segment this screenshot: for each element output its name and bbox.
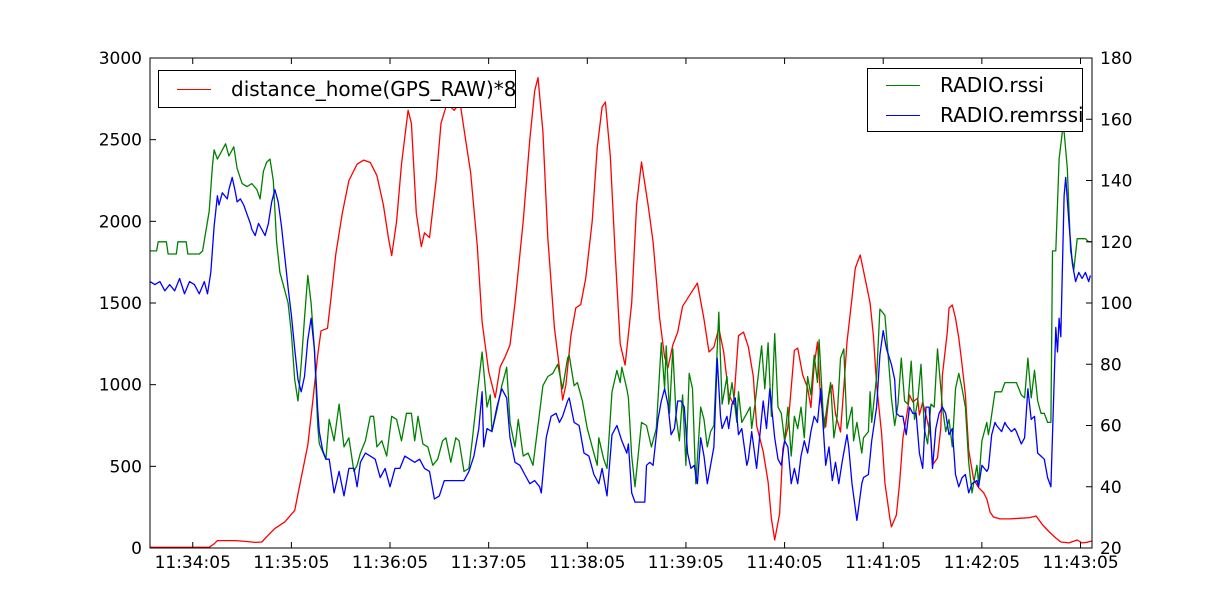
- x-tick-label: 11:35:05: [253, 553, 329, 573]
- y-left-tick-label: 1500: [99, 294, 142, 314]
- legend-distance: distance_home(GPS_RAW)*8: [158, 70, 516, 108]
- x-tick-label: 11:41:05: [845, 553, 921, 573]
- y-right-tick-label: 100: [1100, 294, 1132, 314]
- x-tick-label: 11:42:05: [944, 553, 1020, 573]
- series-line-distance-home-gps-raw-8: [150, 76, 1092, 548]
- y-left-tick-label: 3000: [99, 49, 142, 69]
- y-right-tick-label: 20: [1100, 539, 1122, 559]
- x-tick-label: 11:34:05: [155, 553, 231, 573]
- y-left-tick-label: 2500: [99, 131, 142, 151]
- series-line-radio-rssi: [150, 130, 1092, 494]
- legend-entry-distance: distance_home(GPS_RAW)*8: [159, 74, 517, 104]
- y-left-tick-label: 2000: [99, 212, 142, 232]
- legend-entry-rssi: RADIO.rssi: [868, 70, 1082, 100]
- y-right-tick-label: 60: [1100, 417, 1122, 437]
- y-right-tick-label: 40: [1100, 478, 1122, 498]
- legend-entry-remrssi: RADIO.remrssi: [868, 100, 1084, 130]
- red-line-swatch: [177, 88, 211, 90]
- y-right-tick-label: 120: [1100, 233, 1132, 253]
- y-right-tick-label: 180: [1100, 49, 1132, 69]
- x-tick-label: 11:36:05: [352, 553, 428, 573]
- legend-radio: RADIO.rssi RADIO.remrssi: [867, 68, 1084, 132]
- legend-label-remrssi: RADIO.remrssi: [940, 103, 1084, 127]
- legend-label-distance: distance_home(GPS_RAW)*8: [231, 77, 517, 101]
- x-tick-label: 11:37:05: [450, 553, 526, 573]
- x-tick-label: 11:40:05: [746, 553, 822, 573]
- y-left-tick-label: 0: [131, 539, 142, 559]
- y-left-tick-label: 1000: [99, 376, 142, 396]
- blue-line-swatch: [886, 114, 920, 116]
- series-line-radio-remrssi: [150, 176, 1092, 522]
- green-line-swatch: [886, 84, 920, 86]
- y-right-tick-label: 80: [1100, 355, 1122, 375]
- legend-label-rssi: RADIO.rssi: [940, 73, 1044, 97]
- x-tick-label: 11:38:05: [549, 553, 625, 573]
- y-right-tick-label: 140: [1100, 172, 1132, 192]
- x-tick-label: 11:43:05: [1042, 553, 1118, 573]
- x-tick-label: 11:39:05: [648, 553, 724, 573]
- y-right-tick-label: 160: [1100, 110, 1132, 130]
- y-left-tick-label: 500: [110, 457, 142, 477]
